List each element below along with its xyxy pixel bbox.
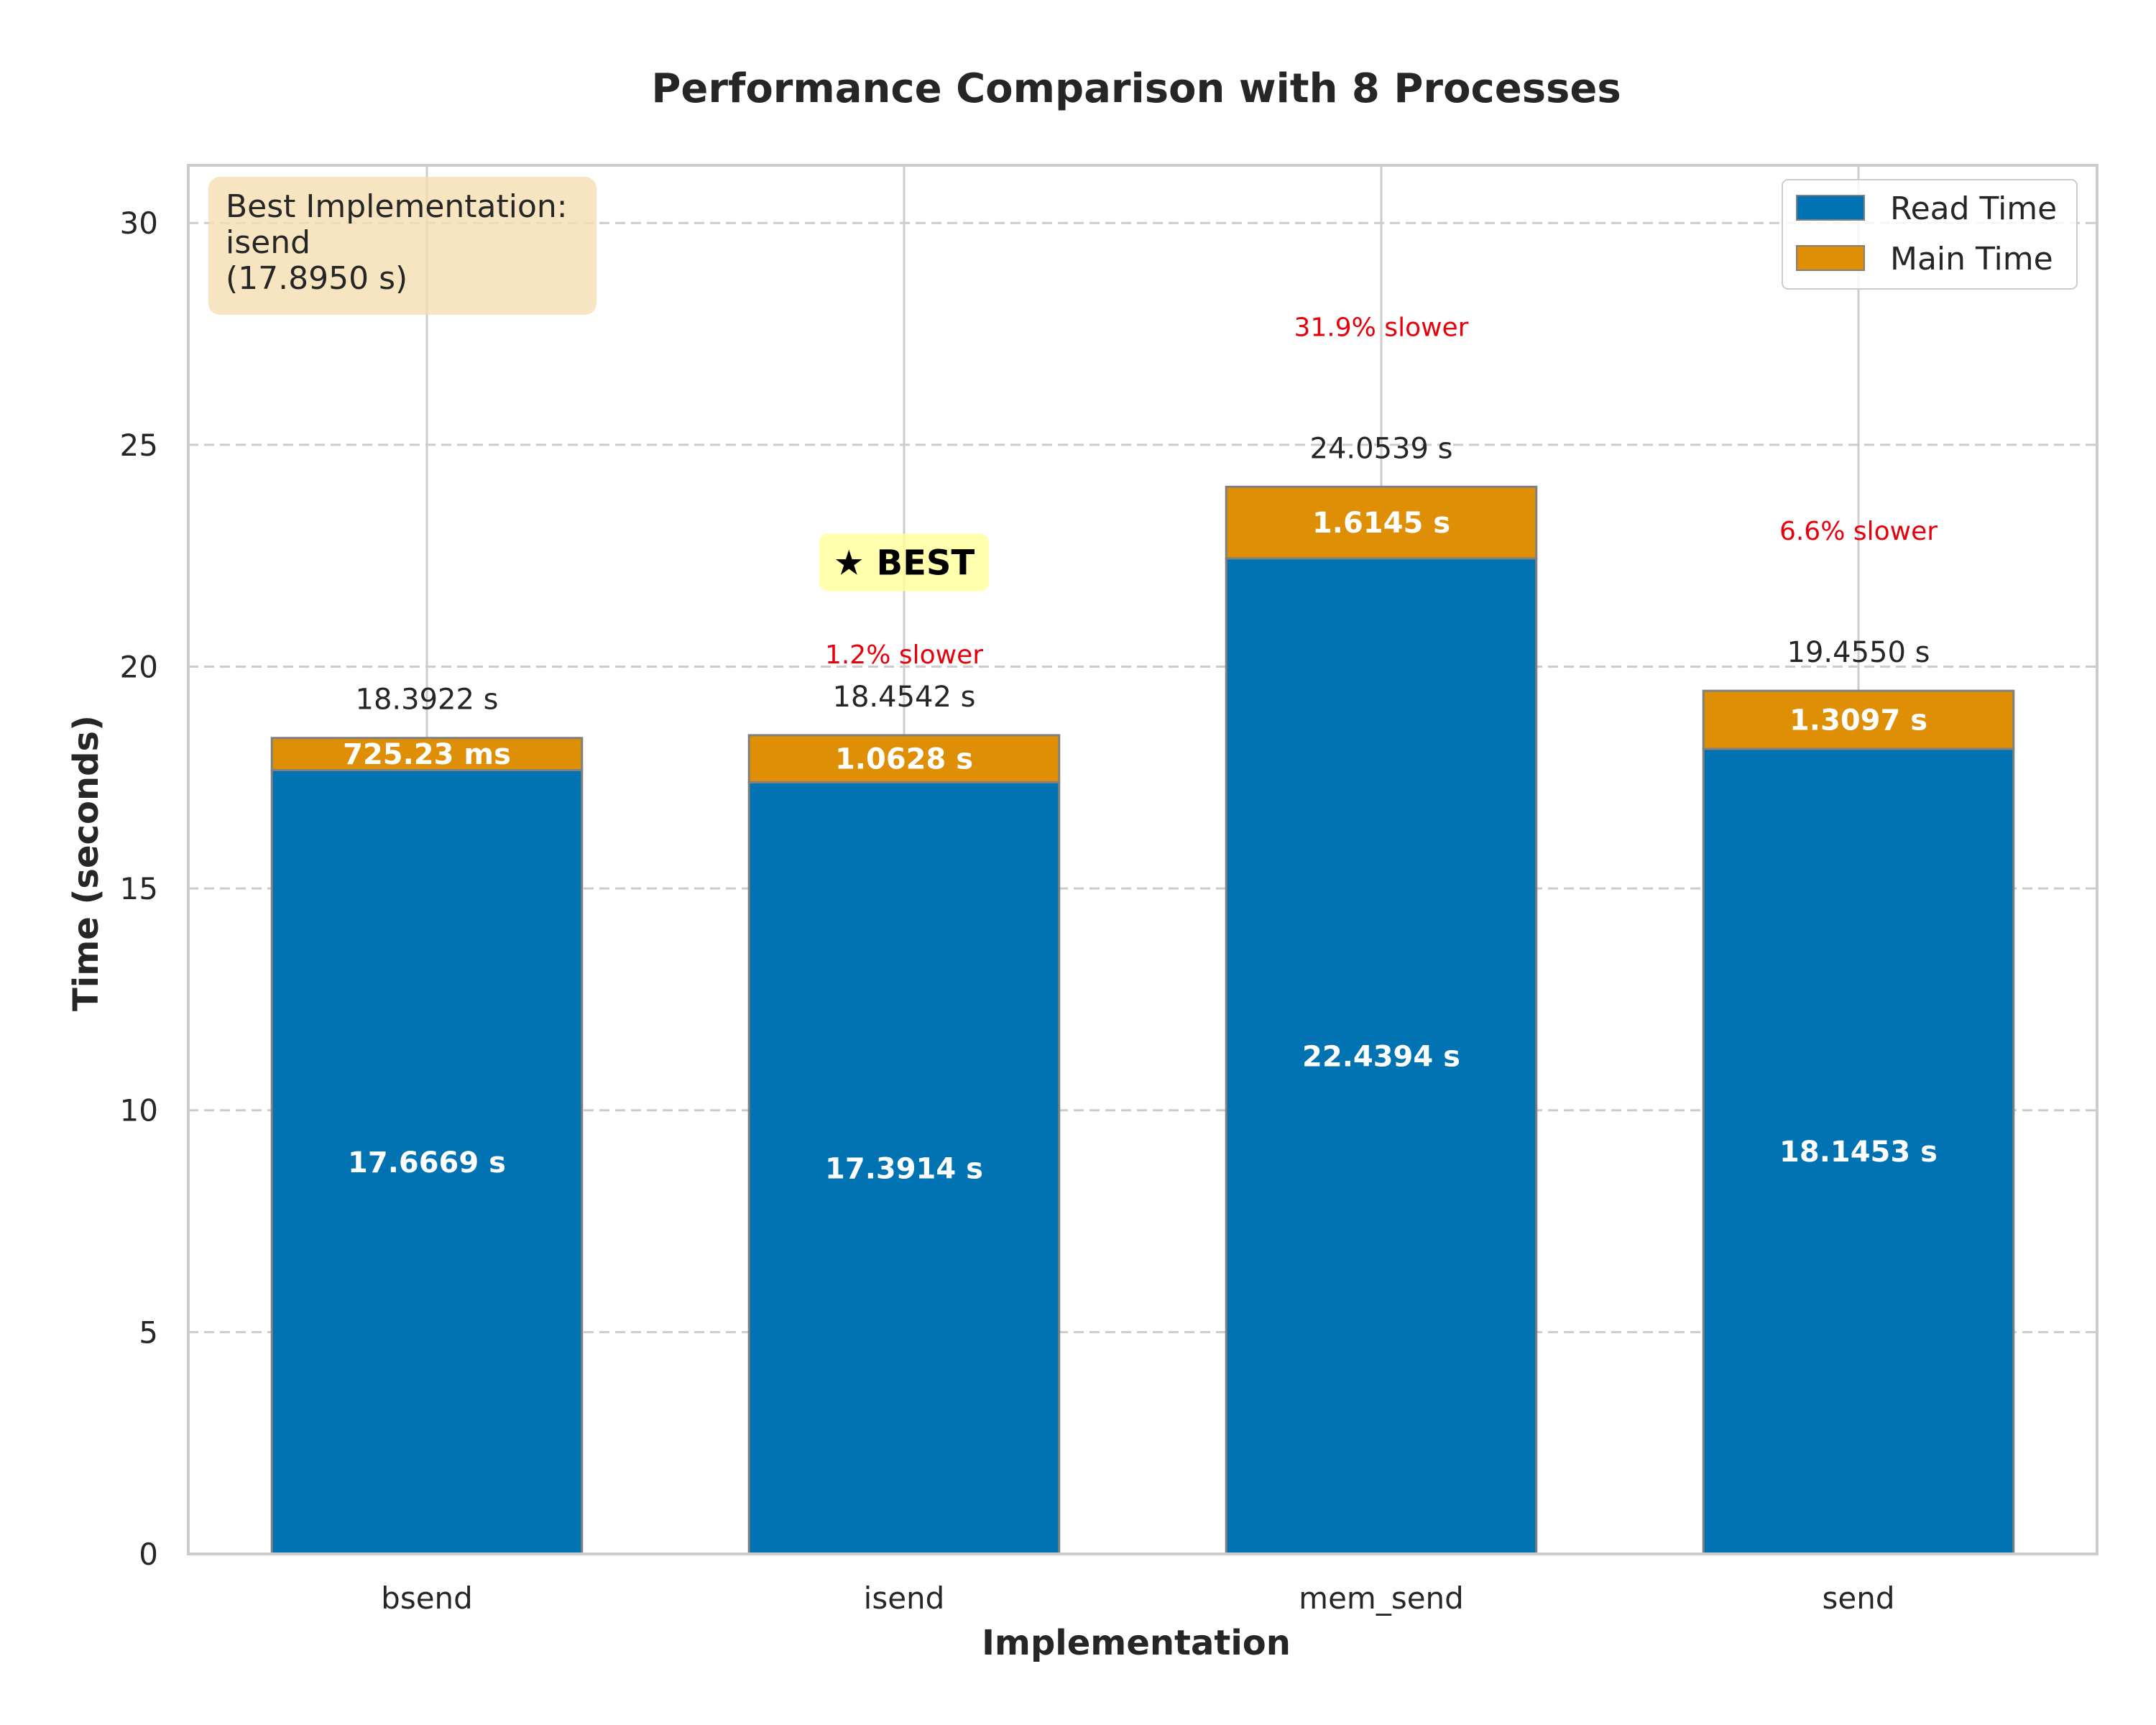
chart-title: Performance Comparison with 8 Processes — [651, 65, 1621, 112]
total-time-label: 19.4550 s — [1787, 636, 1930, 669]
x-tick-label: isend — [864, 1581, 945, 1616]
bar-read-time-mem_send — [1225, 557, 1538, 1555]
legend: Read Time Main Time — [1782, 179, 2078, 290]
info-box-line-1: Best Implementation: — [226, 188, 568, 225]
bar-value-label: 18.1453 s — [1779, 1136, 1938, 1169]
best-badge-label: ★ BEST — [834, 543, 975, 583]
y-tick-label: 15 — [120, 871, 158, 906]
legend-label-main-time: Main Time — [1890, 241, 2053, 277]
slower-annotation: 31.9% slower — [1294, 313, 1469, 342]
x-tick-label: bsend — [381, 1581, 473, 1616]
total-time-label: 18.4542 s — [833, 681, 976, 714]
bar-value-label: 17.3914 s — [825, 1152, 983, 1185]
x-axis-label: Implementation — [982, 1623, 1291, 1663]
bar-value-label: 1.3097 s — [1789, 704, 1927, 737]
legend-swatch-read-time — [1796, 195, 1865, 221]
y-tick-label: 0 — [139, 1537, 158, 1572]
x-tick-label: mem_send — [1299, 1581, 1464, 1616]
bar-value-label: 22.4394 s — [1302, 1040, 1460, 1073]
bar-value-label: 725.23 ms — [343, 738, 511, 771]
bar-main-time-mem_send — [1225, 485, 1538, 560]
plot-frame — [187, 164, 2099, 1555]
slower-annotation: 6.6% slower — [1779, 517, 1938, 546]
best-implementation-box: Best Implementation: isend (17.8950 s) — [208, 177, 596, 315]
slower-annotation: 1.2% slower — [825, 640, 983, 670]
total-time-label: 18.3922 s — [356, 684, 499, 717]
legend-label-read-time: Read Time — [1890, 190, 2057, 227]
x-tick-label: send — [1822, 1581, 1894, 1616]
info-box-background — [208, 177, 596, 315]
info-box-line-3: (17.8950 s) — [226, 260, 407, 297]
total-time-label: 24.0539 s — [1310, 432, 1453, 465]
bar-main-time-send — [1702, 689, 2015, 750]
bar-value-label: 1.6145 s — [1312, 507, 1450, 540]
best-badge-background — [819, 533, 989, 592]
labels-layer: 17.6669 s 725.23 ms 18.3922 s 17.3914 s 1.06… — [343, 313, 1938, 1185]
bar-main-time-bsend — [270, 737, 584, 772]
axes-layer: 0 5 10 15 20 25 30 bsend isend mem_send send — [120, 206, 1895, 1616]
bar-main-time-isend — [747, 734, 1061, 784]
y-axis-label: Time (seconds) — [66, 715, 106, 1011]
bars-layer — [270, 485, 2015, 1555]
legend-swatch-main-time — [1796, 245, 1865, 271]
y-tick-label: 10 — [120, 1093, 158, 1128]
bar-value-label: 17.6669 s — [348, 1146, 506, 1179]
y-tick-label: 20 — [120, 649, 158, 684]
y-tick-label: 25 — [120, 428, 158, 463]
info-box-line-2: isend — [226, 224, 310, 261]
best-badge: ★ BEST — [819, 533, 989, 592]
bar-value-label: 1.0628 s — [835, 743, 973, 776]
y-tick-label: 5 — [139, 1315, 158, 1350]
bar-read-time-send — [1702, 748, 2015, 1555]
y-tick-label: 30 — [120, 206, 158, 241]
